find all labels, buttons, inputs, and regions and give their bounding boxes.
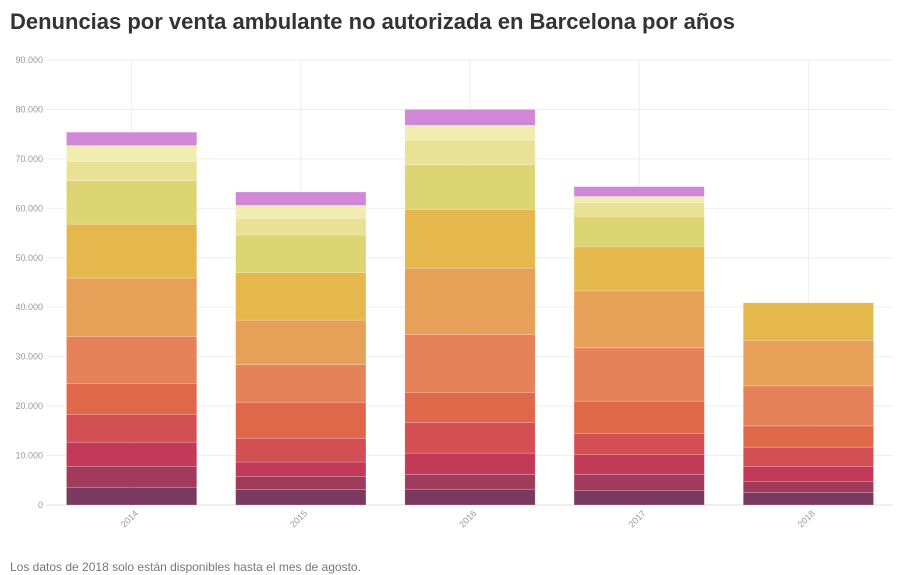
bar-segment-2016-1[interactable] xyxy=(404,488,536,506)
bar-segment-2015-5[interactable] xyxy=(235,401,367,439)
bar-segment-2018-4[interactable] xyxy=(742,446,874,467)
chart-title: Denuncias por venta ambulante no autoriz… xyxy=(10,9,735,34)
y-tick-label: 20.000 xyxy=(15,401,43,411)
bar-segment-2017-6[interactable] xyxy=(573,347,705,402)
bar-segment-2015-3[interactable] xyxy=(235,461,367,477)
bar-segment-2015-9[interactable] xyxy=(235,234,367,273)
bar-segment-2018-3[interactable] xyxy=(742,466,874,482)
bar-segment-2014-10[interactable] xyxy=(66,161,198,181)
y-tick-label: 0 xyxy=(38,500,43,510)
bar-segment-2018-2[interactable] xyxy=(742,480,874,493)
bar-segment-2014-5[interactable] xyxy=(66,383,198,415)
bar-segment-2014-4[interactable] xyxy=(66,414,198,443)
y-axis-ticks: 0 10.000 20.000 30.000 40.000 50.000 60.000 70.… xyxy=(15,55,43,510)
bar-segment-2017-7[interactable] xyxy=(573,290,705,349)
bar-segment-2017-3[interactable] xyxy=(573,454,705,475)
bar-segment-2017-5[interactable] xyxy=(573,400,705,434)
bar-segment-2018-8[interactable] xyxy=(742,302,874,341)
bar-segment-2014-9[interactable] xyxy=(66,180,198,225)
x-axis-ticks: 2014 2015 2016 2017 2018 xyxy=(119,508,817,529)
bar-segment-2016-10[interactable] xyxy=(404,139,536,166)
bar-segment-2018-6[interactable] xyxy=(742,385,874,427)
bar-segment-2016-9[interactable] xyxy=(404,164,536,210)
bar-segment-2014-7[interactable] xyxy=(66,277,198,337)
bar-segment-2018-5[interactable] xyxy=(742,425,874,448)
bar-segment-2016-3[interactable] xyxy=(404,452,536,475)
x-tick-label: 2017 xyxy=(626,508,647,529)
bar-segment-2017-10[interactable] xyxy=(573,202,705,217)
bar-segment-2016-11[interactable] xyxy=(404,124,536,141)
bar-segment-2015-10[interactable] xyxy=(235,217,367,236)
bar-segment-2014-11[interactable] xyxy=(66,145,198,162)
bar-segment-2016-6[interactable] xyxy=(404,334,536,393)
bar-segment-2015-8[interactable] xyxy=(235,272,367,321)
bar-segment-2014-3[interactable] xyxy=(66,441,198,467)
bar-segment-2017-8[interactable] xyxy=(573,246,705,292)
bar-segment-2014-1[interactable] xyxy=(66,486,198,506)
y-tick-label: 10.000 xyxy=(15,451,43,461)
bar-segment-2017-9[interactable] xyxy=(573,215,705,248)
bar-segment-2018-7[interactable] xyxy=(742,340,874,387)
bar-segment-2014-6[interactable] xyxy=(66,336,198,384)
bar-segment-2015-12[interactable] xyxy=(235,191,367,206)
bar-segment-2016-4[interactable] xyxy=(404,422,536,454)
bar-segment-2015-11[interactable] xyxy=(235,205,367,219)
y-tick-label: 90.000 xyxy=(15,55,43,65)
x-tick-label: 2014 xyxy=(119,508,140,529)
x-tick-label: 2018 xyxy=(796,508,817,529)
x-tick-label: 2015 xyxy=(288,508,309,529)
bar-segment-2016-2[interactable] xyxy=(404,474,536,490)
bar-segment-2016-5[interactable] xyxy=(404,391,536,423)
y-tick-label: 70.000 xyxy=(15,154,43,164)
bar-segment-2017-2[interactable] xyxy=(573,474,705,491)
bar-segment-2017-11[interactable] xyxy=(573,196,705,204)
y-tick-label: 30.000 xyxy=(15,352,43,362)
y-tick-label: 40.000 xyxy=(15,302,43,312)
bar-segment-2017-12[interactable] xyxy=(573,186,705,197)
bar-segment-2015-7[interactable] xyxy=(235,319,367,365)
bar-segment-2017-4[interactable] xyxy=(573,433,705,455)
bar-segment-2016-7[interactable] xyxy=(404,267,536,335)
y-tick-label: 50.000 xyxy=(15,253,43,263)
bar-segment-2014-8[interactable] xyxy=(66,223,198,279)
bar-segment-2018-1[interactable] xyxy=(742,492,874,506)
bar-segment-2015-2[interactable] xyxy=(235,476,367,490)
bar-segment-2015-4[interactable] xyxy=(235,437,367,463)
bar-segment-2014-2[interactable] xyxy=(66,466,198,488)
y-tick-label: 60.000 xyxy=(15,203,43,213)
bar-segment-2017-1[interactable] xyxy=(573,490,705,506)
bar-segment-2016-8[interactable] xyxy=(404,209,536,269)
bars-layer xyxy=(66,109,874,506)
bar-segment-2015-1[interactable] xyxy=(235,489,367,506)
x-tick-label: 2016 xyxy=(457,508,478,529)
bar-segment-2015-6[interactable] xyxy=(235,364,367,403)
footnote: Los datos de 2018 solo están disponibles… xyxy=(10,560,361,574)
bar-segment-2016-12[interactable] xyxy=(404,109,536,126)
y-tick-label: 80.000 xyxy=(15,104,43,114)
bar-segment-2014-12[interactable] xyxy=(66,131,198,146)
